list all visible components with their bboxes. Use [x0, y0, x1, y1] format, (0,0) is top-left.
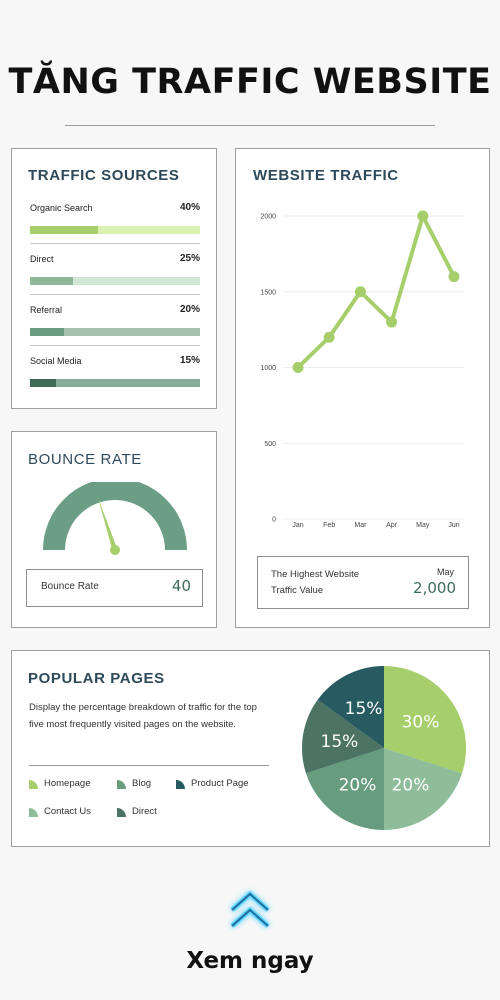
highest-traffic-label-line1: The Highest Website — [271, 569, 360, 580]
y-tick-label: 2000 — [260, 214, 276, 221]
legend-label: Blog — [132, 778, 152, 789]
traffic-source-bar-track — [30, 328, 200, 336]
x-tick-label: Feb — [323, 522, 335, 529]
legend-label: Contact Us — [44, 806, 91, 817]
pie-slice — [306, 748, 384, 830]
double-chevron-up-icon[interactable] — [220, 878, 280, 938]
pie-slice — [384, 666, 466, 774]
highest-traffic-box: The Highest Website Traffic Value May 2,… — [257, 556, 469, 609]
highest-traffic-value: 2,000 — [413, 579, 456, 597]
quarter-circle-icon — [176, 780, 185, 789]
pie-slice-label: 20% — [339, 775, 377, 795]
cta-button[interactable]: Xem ngay — [186, 948, 314, 974]
pie-slice-label: 15% — [345, 699, 383, 719]
traffic-source-bar-fill — [30, 226, 98, 234]
traffic-source-percent: 40% — [179, 202, 200, 213]
quarter-circle-icon — [29, 780, 38, 789]
data-point — [448, 271, 460, 283]
traffic-source-bar-track — [30, 379, 200, 387]
data-point — [354, 286, 366, 298]
traffic-source-bar-fill — [30, 379, 56, 387]
gauge-needle — [97, 496, 120, 555]
y-tick-label: 500 — [264, 441, 276, 448]
traffic-source-label: Social Media — [30, 356, 82, 366]
traffic-sources-title: TRAFFIC SOURCES — [28, 167, 180, 184]
traffic-source-percent: 20% — [179, 304, 200, 315]
x-tick-label: Jun — [448, 522, 459, 529]
row-divider — [30, 345, 200, 346]
pie-slice — [317, 666, 384, 748]
data-point — [292, 362, 304, 373]
legend-label: Product Page — [191, 778, 249, 789]
bounce-rate-title: BOUNCE RATE — [28, 451, 142, 468]
popular-pages-description: Display the percentage breakdown of traf… — [29, 702, 257, 730]
pie-slice-label: 20% — [392, 775, 430, 795]
quarter-circle-icon — [117, 808, 126, 817]
traffic-source-percent: 25% — [179, 253, 200, 264]
traffic-source-label: Organic Search — [30, 203, 93, 213]
gauge-arc — [43, 482, 187, 551]
x-tick-label: May — [416, 522, 430, 529]
website-traffic-title: WEBSITE TRAFFIC — [253, 167, 399, 184]
website-traffic-card: WEBSITE TRAFFIC 0 500 1000 1500 2000 Jan Feb Ma… — [235, 148, 490, 628]
page-title: TĂNG TRAFFIC WEBSITE — [8, 62, 492, 102]
bounce-rate-card: BOUNCE RATE Bounce Rate 40 — [11, 431, 217, 628]
series-line — [296, 214, 456, 369]
x-tick-label: Jan — [292, 522, 303, 529]
popular-pages-card: POPULAR PAGES Display the percentage bre… — [11, 650, 490, 847]
title-divider — [65, 125, 435, 126]
website-traffic-line-chart: 0 500 1000 1500 2000 Jan Feb Mar Apr May Jun — [260, 210, 464, 529]
pie-slice-label: 15% — [321, 732, 359, 752]
popular-pages-pie-chart: 30% 20% 20% 15% 15% — [302, 666, 466, 830]
pie-slice — [302, 699, 384, 774]
y-tick-label: 0 — [272, 517, 276, 524]
data-point — [323, 331, 335, 343]
traffic-source-bar-fill — [30, 277, 73, 285]
y-tick-label: 1500 — [260, 289, 276, 296]
pie-slice-label: 30% — [402, 712, 440, 732]
highest-traffic-label: The Highest Website Traffic Value — [271, 567, 359, 599]
popular-pages-divider — [29, 765, 269, 766]
traffic-source-bar-track — [30, 226, 200, 234]
bounce-rate-gauge — [43, 482, 187, 555]
bounce-rate-label: Bounce Rate — [41, 581, 99, 592]
row-divider — [30, 294, 200, 295]
highest-traffic-month: May — [436, 567, 454, 577]
traffic-sources-card: TRAFFIC SOURCES Organic Search 40% Direc… — [11, 148, 217, 409]
quarter-circle-icon — [29, 808, 38, 817]
pie-slice — [384, 748, 462, 830]
y-tick-label: 1000 — [260, 365, 276, 372]
traffic-source-bar-fill — [30, 328, 64, 336]
data-point — [417, 210, 429, 222]
x-tick-label: Mar — [354, 522, 367, 529]
legend-label: Direct — [132, 806, 157, 817]
quarter-circle-icon — [117, 780, 126, 789]
bounce-rate-value: 40 — [171, 577, 191, 595]
traffic-source-bar-track — [30, 277, 200, 285]
legend-label: Homepage — [44, 778, 91, 789]
row-divider — [30, 243, 200, 244]
popular-pages-title: POPULAR PAGES — [28, 670, 165, 687]
data-point — [386, 316, 398, 328]
traffic-source-percent: 15% — [179, 355, 200, 366]
bounce-rate-box: Bounce Rate 40 — [26, 569, 203, 607]
traffic-source-label: Direct — [30, 254, 54, 264]
x-tick-label: Apr — [386, 522, 398, 529]
highest-traffic-label-line2: Traffic Value — [271, 585, 324, 596]
traffic-source-label: Referral — [30, 305, 63, 315]
